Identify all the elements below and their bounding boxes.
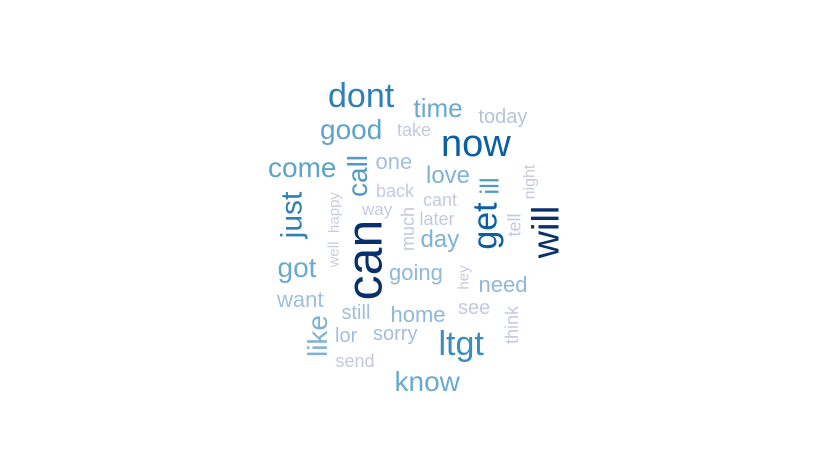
word-going: going: [389, 260, 443, 285]
word-happy: happy: [325, 191, 343, 233]
word-day: day: [420, 226, 460, 253]
word-home: home: [390, 302, 446, 327]
word-get: get: [466, 202, 505, 250]
word-love: love: [426, 162, 471, 189]
word-later: later: [419, 209, 455, 229]
word-know: know: [394, 366, 460, 397]
word-good: good: [320, 114, 383, 145]
word-night: night: [520, 164, 538, 200]
word-call: call: [342, 154, 374, 198]
word-way: way: [362, 199, 393, 219]
word-ltgt: ltgt: [438, 325, 484, 363]
word-back: back: [376, 181, 415, 201]
word-today: today: [478, 106, 528, 128]
word-lor: lor: [335, 325, 358, 347]
word-send: send: [335, 351, 375, 371]
word-got: got: [277, 252, 317, 283]
word-can: can: [335, 219, 392, 301]
word-will: will: [524, 205, 567, 259]
word-like: like: [302, 314, 334, 358]
word-much: much: [398, 206, 419, 252]
word-now: now: [441, 123, 511, 165]
word-need: need: [478, 272, 528, 297]
word-hey: hey: [455, 264, 473, 290]
word-think: think: [502, 305, 523, 345]
word-well: well: [325, 241, 343, 267]
word-time: time: [413, 93, 463, 123]
word-see: see: [458, 297, 491, 319]
word-dont: dont: [328, 77, 395, 115]
word-tell: tell: [504, 213, 525, 237]
word-sorry: sorry: [373, 323, 418, 345]
word-want: want: [277, 287, 324, 312]
word-just: just: [274, 191, 308, 239]
word-cant: cant: [423, 190, 458, 210]
word-one: one: [375, 149, 413, 174]
word-still: still: [341, 302, 371, 324]
word-take: take: [397, 120, 432, 140]
word-ill: ill: [474, 177, 505, 195]
word-come: come: [268, 152, 337, 183]
